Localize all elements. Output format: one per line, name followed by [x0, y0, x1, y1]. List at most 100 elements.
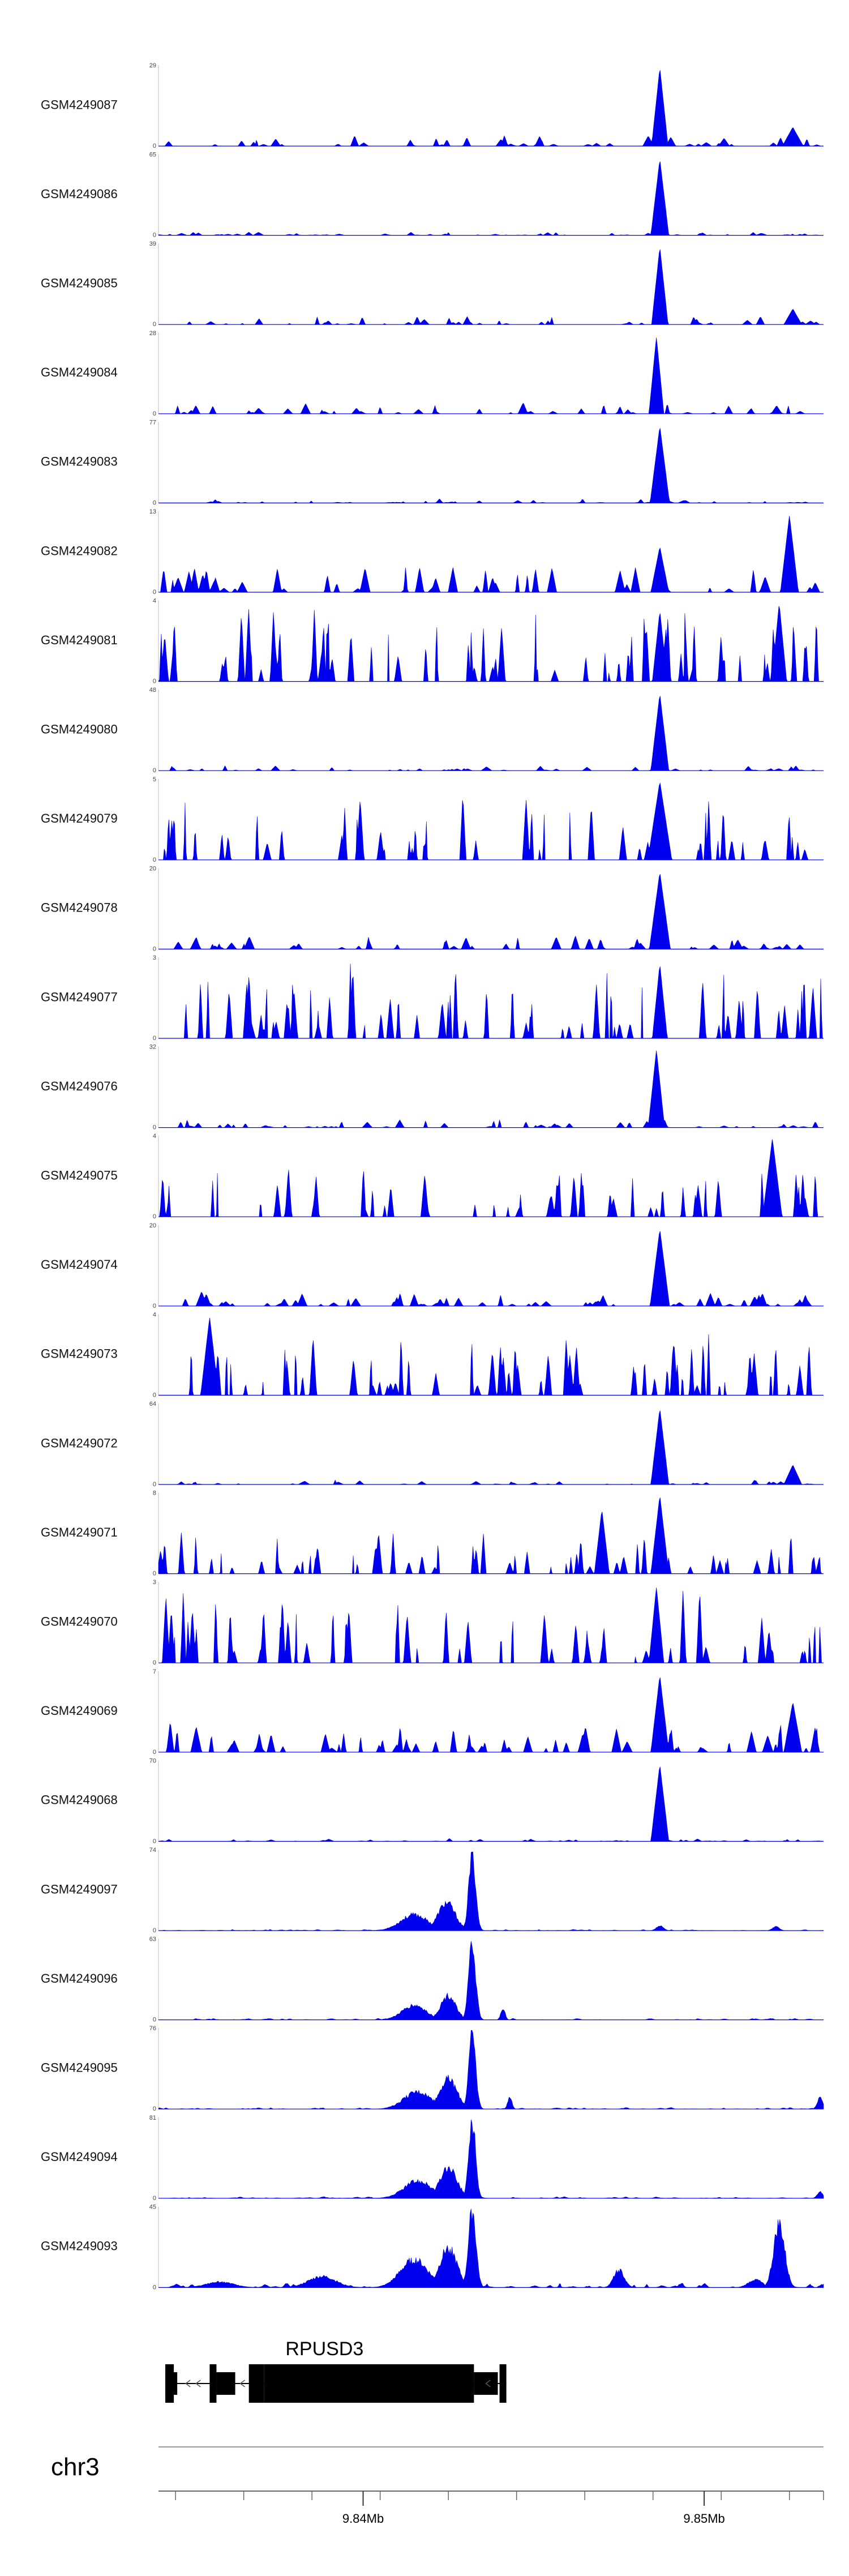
track-label: GSM4249077 — [41, 990, 118, 1004]
track-ymax-label: 5 — [153, 776, 156, 783]
track-ymax-label: 3 — [153, 955, 156, 961]
track-ymin-label: 0 — [153, 410, 156, 417]
track-label: GSM4249097 — [41, 1882, 118, 1896]
track-label: GSM4249094 — [41, 2150, 118, 2164]
track-ymin-label: 0 — [153, 1303, 156, 1310]
track-ymax-label: 39 — [149, 241, 156, 247]
track-label: GSM4249082 — [41, 544, 118, 558]
track-label: GSM4249076 — [41, 1079, 118, 1093]
coverage-area — [158, 1410, 824, 1485]
track-ymax-label: 3 — [153, 1579, 156, 1586]
coverage-area — [158, 874, 824, 949]
track-GSM4249078: GSM4249078 20 0 — [41, 865, 824, 952]
track-label: GSM4249071 — [41, 1525, 118, 1539]
coverage-area — [158, 782, 824, 861]
track-ymax-label: 70 — [149, 1757, 156, 1764]
track-GSM4249083: GSM4249083 77 0 — [41, 419, 824, 506]
track-ymin-label: 0 — [153, 857, 156, 863]
strand-arrow-icon — [239, 2380, 246, 2387]
coverage-area — [158, 2119, 824, 2199]
track-ymax-label: 28 — [149, 330, 156, 337]
track-GSM4249084: GSM4249084 28 0 — [41, 330, 824, 417]
track-ymin-label: 0 — [153, 767, 156, 774]
track-ymin-label: 0 — [153, 2017, 156, 2023]
track-ymin-label: 0 — [153, 143, 156, 149]
track-GSM4249079: GSM4249079 5 0 — [41, 776, 824, 863]
track-ymax-label: 20 — [149, 1222, 156, 1229]
gene-exon — [264, 2364, 474, 2403]
track-ymax-label: 77 — [149, 419, 156, 426]
chromosome-label: chr3 — [51, 2453, 100, 2481]
coverage-area — [158, 1497, 824, 1574]
gene-exon — [458, 2364, 468, 2403]
coverage-area — [158, 1587, 824, 1663]
track-ymax-label: 4 — [153, 598, 156, 605]
gene-exon — [216, 2372, 235, 2395]
track-ymin-label: 0 — [153, 589, 156, 596]
track-label: GSM4249068 — [41, 1793, 118, 1807]
track-label: GSM4249080 — [41, 722, 118, 737]
coverage-area — [158, 1317, 824, 1396]
track-ymax-label: 4 — [153, 1133, 156, 1140]
track-ymin-label: 0 — [153, 2195, 156, 2202]
track-ymax-label: 8 — [153, 1490, 156, 1497]
track-GSM4249086: GSM4249086 65 0 — [41, 152, 824, 239]
track-GSM4249096: GSM4249096 63 0 — [41, 1936, 824, 2023]
track-ymin-label: 0 — [153, 1838, 156, 1845]
coverage-tracks: GSM4249087290GSM4249086650GSM4249085390G… — [41, 62, 824, 2291]
coverage-area — [158, 1050, 824, 1128]
track-GSM4249073: GSM4249073 4 0 — [41, 1311, 824, 1398]
track-GSM4249080: GSM4249080 48 0 — [41, 687, 824, 774]
track-label: GSM4249083 — [41, 455, 118, 469]
gene-exon — [271, 2364, 278, 2403]
track-ymax-label: 4 — [153, 1311, 156, 1318]
track-GSM4249068: GSM4249068 70 0 — [41, 1757, 824, 1845]
track-ymin-label: 0 — [153, 321, 156, 328]
track-GSM4249075: GSM4249075 4 0 — [41, 1133, 824, 1220]
track-GSM4249077: GSM4249077 3 0 — [41, 955, 824, 1042]
track-GSM4249072: GSM4249072 64 0 — [41, 1401, 824, 1488]
gene-exons — [165, 2364, 507, 2403]
track-GSM4249074: GSM4249074 20 0 — [41, 1222, 824, 1310]
track-ymax-label: 45 — [149, 2203, 156, 2210]
track-label: GSM4249078 — [41, 901, 118, 915]
gene-strand-arrows — [185, 2380, 491, 2387]
track-ymin-label: 0 — [153, 678, 156, 685]
gene-exon — [356, 2364, 365, 2403]
track-GSM4249069: GSM4249069 7 0 — [41, 1668, 824, 1756]
axis-tick-label: 9.85Mb — [683, 2511, 724, 2526]
track-ymin-label: 0 — [153, 1481, 156, 1488]
track-GSM4249094: GSM4249094 81 0 — [41, 2115, 824, 2202]
track-ymin-label: 0 — [153, 945, 156, 952]
track-label: GSM4249081 — [41, 633, 118, 647]
coverage-area — [158, 1941, 824, 2020]
track-ymin-label: 0 — [153, 1392, 156, 1398]
track-ymin-label: 0 — [153, 232, 156, 239]
coverage-area — [158, 696, 824, 771]
coverage-area — [158, 1677, 824, 1753]
axis-tick-label: 9.84Mb — [342, 2511, 384, 2526]
track-ymax-label: 74 — [149, 1847, 156, 1854]
track-ymin-label: 0 — [153, 1749, 156, 1756]
coverage-area — [158, 2030, 824, 2109]
track-label: GSM4249072 — [41, 1436, 118, 1450]
track-ymin-label: 0 — [153, 1035, 156, 1042]
track-GSM4249095: GSM4249095 76 0 — [41, 2025, 824, 2112]
track-ymin-label: 0 — [153, 1571, 156, 1577]
track-GSM4249071: GSM4249071 8 0 — [41, 1490, 824, 1577]
track-label: GSM4249069 — [41, 1704, 118, 1718]
genome-axis: chr3 9.84Mb 9.85Mb — [51, 2446, 824, 2526]
axis-ticks: 9.84Mb 9.85Mb — [175, 2491, 824, 2526]
track-ymax-label: 64 — [149, 1401, 156, 1407]
coverage-area — [158, 516, 824, 593]
track-ymin-label: 0 — [153, 2106, 156, 2112]
coverage-area — [158, 964, 824, 1039]
track-label: GSM4249086 — [41, 187, 118, 201]
gene-exon — [312, 2364, 319, 2403]
gene-annotation-track: RPUSD3 — [165, 2338, 507, 2403]
track-label: GSM4249074 — [41, 1257, 118, 1272]
track-ymax-label: 63 — [149, 1936, 156, 1943]
coverage-area — [158, 2209, 824, 2288]
track-label: GSM4249075 — [41, 1169, 118, 1183]
coverage-area — [158, 70, 824, 147]
